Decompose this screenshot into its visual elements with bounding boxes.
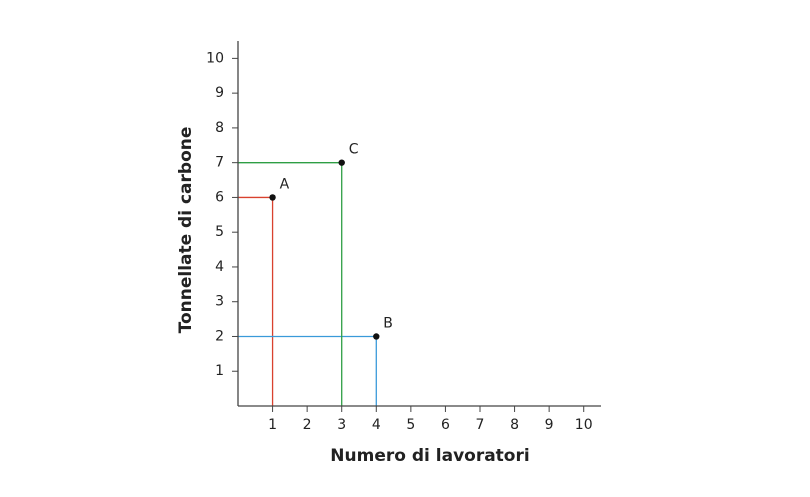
- x-axis-title: Numero di lavoratori: [330, 446, 529, 466]
- x-tick-label: 3: [337, 417, 346, 433]
- y-tick-label: 4: [215, 259, 224, 275]
- y-tick-label: 5: [215, 224, 224, 240]
- x-tick-label: 5: [406, 417, 415, 433]
- point-label: C: [349, 142, 359, 158]
- y-tick-label: 7: [215, 155, 224, 171]
- y-axis-title: Tonnellate di carbone: [176, 127, 196, 334]
- x-tick-label: 8: [510, 417, 519, 433]
- y-tick-label: 6: [215, 189, 224, 205]
- y-tick-label: 8: [215, 120, 224, 136]
- x-tick-label: 4: [372, 417, 381, 433]
- x-tick-label: 1: [268, 417, 277, 433]
- x-tick-label: 6: [441, 417, 450, 433]
- y-tick-label: 9: [215, 85, 224, 101]
- point: [338, 159, 345, 166]
- point-label: A: [280, 176, 290, 192]
- x-tick-label: 10: [575, 417, 593, 433]
- y-tick-label: 2: [215, 328, 224, 344]
- point-label: B: [383, 315, 393, 331]
- y-tick-label: 1: [215, 363, 224, 379]
- x-tick-label: 2: [303, 417, 312, 433]
- y-tick-label: 10: [206, 50, 224, 66]
- x-tick-label: 9: [545, 417, 554, 433]
- point: [373, 333, 380, 340]
- y-tick-label: 3: [215, 294, 224, 310]
- x-tick-label: 7: [476, 417, 485, 433]
- point: [269, 194, 276, 201]
